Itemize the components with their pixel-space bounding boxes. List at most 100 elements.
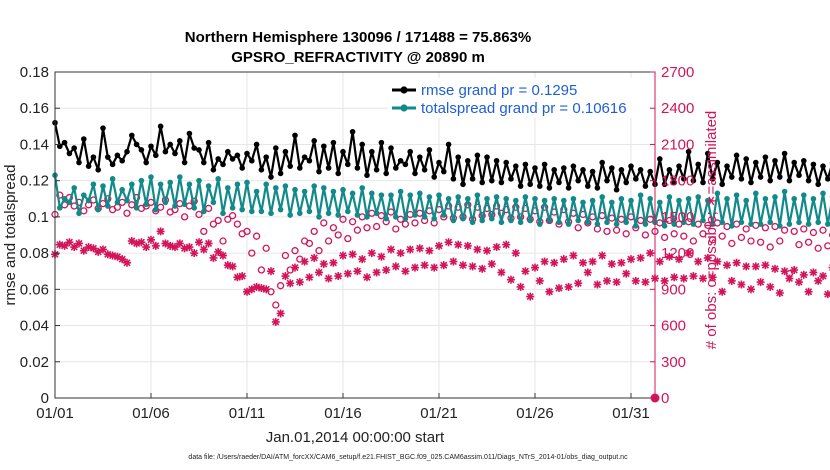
obs-possible-point [776,237,784,245]
series-point-totalspread [421,214,428,220]
obs-possible-point [334,231,342,239]
series-point-rmse [335,170,342,177]
x-axis-ticks: 01/01 01/06 01/11 01/16 01/21 01/26 01/31 [36,393,650,422]
series-point-totalspread [455,194,462,200]
obs-assimilated-point [372,268,381,277]
series-point-totalspread [412,212,418,218]
obs-assimilated-point [219,251,227,260]
series-point-rmse [297,165,303,171]
obs-possible-point [348,218,357,226]
series-point-rmse [393,165,399,171]
y-left-tick-label: 0 [41,390,49,407]
obs-assimilated-point [89,244,98,253]
obs-possible-point [377,212,386,220]
series-point-rmse [551,167,557,173]
obs-assimilated-point [703,253,712,262]
series-point-totalspread [431,215,438,222]
series-point-rmse [479,179,486,186]
series-point-rmse [498,179,505,186]
obs-assimilated-point [598,251,607,260]
series-point-rmse [81,136,87,142]
obs-assimilated-point [545,287,554,296]
legend-marker-rmse [400,86,408,94]
series-point-rmse [426,147,433,153]
obs-assimilated-point [291,263,299,272]
series-point-rmse [436,159,442,166]
obs-assimilated-point [679,274,688,283]
obs-assimilated-point [60,241,69,250]
series-point-rmse [119,157,125,164]
series-point-totalspread [642,221,649,227]
obs-assimilated-point [665,252,674,261]
series-point-totalspread [753,190,759,197]
series-point-rmse [825,176,830,182]
obs-possible-point [756,238,765,246]
series-point-totalspread [508,217,514,224]
series-point-rmse [709,176,716,182]
obs-possible-point [195,210,203,219]
series-point-totalspread [517,219,524,226]
series-point-totalspread [81,192,87,198]
obs-possible-point [156,203,165,211]
obs-assimilated-point [195,238,203,247]
y-right-tick-label: 1200 [661,245,694,262]
obs-possible-point [800,225,808,233]
obs-assimilated-point [593,280,602,289]
obs-possible-point [497,209,506,217]
series-point-totalspread [277,206,284,213]
obs-possible-point [372,222,381,231]
x-tick-label: 01/11 [229,405,265,422]
obs-possible-point [320,219,328,227]
series-point-rmse [589,168,596,175]
series-point-rmse [513,163,519,169]
series-point-rmse [733,152,740,159]
series-point-rmse [575,177,581,184]
series-point-totalspread [345,208,351,215]
series-point-totalspread [484,195,490,202]
series-point-rmse [354,165,361,171]
series-point-rmse [364,172,370,179]
obs-assimilated-point [718,287,727,296]
series-point-totalspread [657,199,663,206]
obs-assimilated-point [142,243,151,252]
series-point-rmse [330,139,337,146]
series-point-rmse [388,145,394,151]
series-point-totalspread [493,194,500,200]
obs-possible-point [252,232,261,240]
obs-assimilated-point [694,257,703,266]
series-point-totalspread [229,205,236,211]
obs-possible-point [804,238,813,246]
obs-possible-point [699,230,707,238]
y-right-tick-label: 900 [661,281,686,298]
series-point-totalspread [460,215,466,222]
obs-possible-point [689,237,698,245]
obs-assimilated-point [795,278,803,287]
obs-assimilated-point [295,278,304,287]
series-point-rmse [287,163,294,169]
obs-assimilated-point [641,278,650,287]
series-point-rmse [537,183,543,189]
series-point-rmse [714,159,721,166]
series-point-totalspread [124,197,130,204]
obs-assimilated-point [459,261,467,270]
series-point-rmse [484,154,490,160]
series-point-totalspread [820,190,826,197]
obs-assimilated-point [727,276,736,285]
series-point-rmse [133,141,140,148]
obs-possible-point [262,244,270,252]
series-point-totalspread [95,206,101,213]
series-point-rmse [407,148,414,155]
series-point-rmse [657,156,663,162]
obs-assimilated-point [603,276,611,285]
obs-assimilated-point [377,252,386,261]
obs-possible-point [315,247,323,255]
series-point-rmse [690,177,697,184]
obs-assimilated-point [732,258,741,267]
series-point-totalspread [604,219,610,226]
obs-assimilated-point [531,263,539,272]
obs-assimilated-point [305,273,314,282]
series-point-totalspread [474,192,481,198]
series-point-rmse [167,141,173,148]
obs-assimilated-point [281,272,290,281]
